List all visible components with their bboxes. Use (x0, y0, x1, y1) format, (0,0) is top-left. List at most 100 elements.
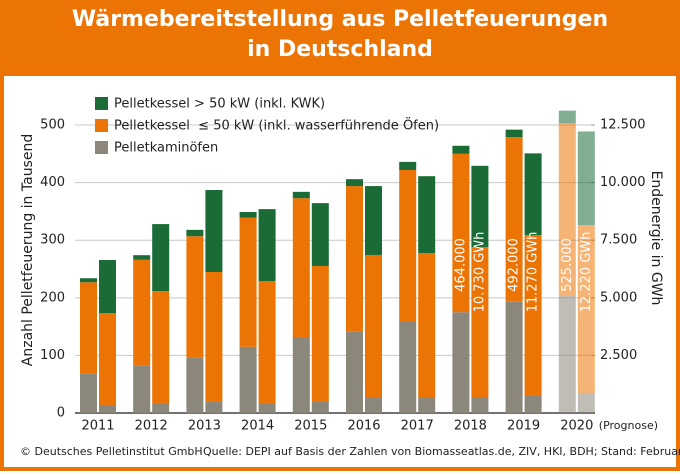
energy-bar-segment (577, 225, 595, 393)
energy-bar-segment (577, 392, 595, 413)
y2-tick-label: 7.500 (600, 233, 637, 248)
legend-swatch (95, 97, 108, 110)
y2-tick-label: 2.500 (600, 348, 637, 363)
energy-total-label: 11.270 GWh (526, 232, 541, 313)
count-bar-segment (239, 346, 257, 413)
count-bar-segment (346, 331, 363, 413)
y-axis-title: Anzahl Pelletfeuerung in Tausend (20, 134, 36, 366)
energy-bar-segment (471, 165, 489, 248)
energy-bar-segment (99, 404, 116, 413)
x-tick-label: 2020 (560, 419, 593, 434)
legend-label: Pelletkaminöfen (114, 141, 218, 156)
count-bar-segment (239, 212, 257, 218)
energy-bar-segment (152, 224, 170, 292)
y-tick-label: 200 (40, 290, 65, 305)
count-bar-segment (346, 179, 363, 187)
energy-bar-segment (311, 203, 329, 267)
count-bar-segment (186, 236, 204, 358)
count-bar-segment (399, 169, 417, 323)
count-bar-segment (133, 259, 151, 366)
count-total-label: 492.000 (507, 238, 522, 292)
count-bar-segment (186, 229, 204, 237)
energy-bar-segment (205, 401, 223, 413)
legend-swatch (95, 119, 108, 132)
energy-bar-segment (524, 153, 542, 236)
count-bar-segment (558, 296, 576, 413)
energy-bar-segment (205, 272, 223, 402)
count-total-label: 525.000 (560, 238, 575, 292)
energy-bar-segment (311, 266, 329, 402)
count-bar-segment (452, 312, 470, 413)
x-tick-label: 2012 (135, 419, 168, 434)
y-tick-label: 100 (40, 348, 65, 363)
count-bar-segment (452, 145, 470, 154)
count-bar-segment (186, 357, 204, 413)
energy-bar-segment (205, 190, 223, 273)
count-bar-segment (399, 161, 417, 170)
energy-bar-segment (471, 398, 489, 413)
energy-bar-segment (418, 253, 436, 399)
count-bar-segment (505, 129, 523, 138)
count-bar-segment (292, 198, 310, 337)
energy-bar-segment (577, 131, 595, 226)
x-tick-label: 2013 (188, 419, 221, 434)
x-tick-label: 2016 (347, 419, 380, 434)
y2-tick-label: 10.000 (600, 175, 646, 190)
x-tick-label: 2018 (454, 419, 487, 434)
count-bar-segment (505, 137, 523, 302)
chart-title-line2: in Deutschland (247, 37, 433, 62)
count-bar-segment (133, 255, 151, 260)
y-tick-label: 0 (57, 406, 65, 421)
y2-tick-label: 12.500 (600, 118, 646, 133)
energy-bar-segment (258, 280, 276, 404)
count-bar-segment (292, 336, 310, 413)
y2-tick-label: 5.000 (600, 290, 637, 305)
count-bar-segment (292, 191, 310, 199)
energy-bar-segment (99, 313, 116, 405)
y-tick-label: 400 (40, 175, 65, 190)
count-bar-segment (505, 301, 523, 413)
count-bar-segment (399, 322, 417, 413)
x-tick-label: 2015 (294, 419, 327, 434)
x-tick-label: 2011 (81, 419, 114, 434)
count-bar-segment (80, 282, 97, 374)
energy-bar-segment (365, 398, 382, 413)
legend-label: Pelletkessel ≤ 50 kW (inkl. wasserführen… (114, 117, 439, 134)
footer-source: Quelle: DEPI auf Basis der Zahlen von Bi… (203, 445, 680, 458)
energy-bar-segment (418, 398, 436, 413)
x-note: (Prognose) (599, 419, 658, 432)
energy-bar-segment (152, 291, 170, 404)
chart-title: Wärmebereitstellung aus Pelletfeuerungen (72, 7, 608, 32)
count-bar-segment (133, 365, 151, 413)
energy-bar-segment (258, 403, 276, 413)
count-total-label: 464.000 (453, 238, 468, 292)
energy-bar-segment (471, 247, 489, 399)
count-bar-segment (452, 153, 470, 313)
x-tick-label: 2017 (401, 419, 434, 434)
y-tick-label: 300 (40, 233, 65, 248)
x-tick-label: 2014 (241, 419, 274, 434)
energy-bar-segment (311, 401, 329, 413)
energy-bar-segment (524, 235, 542, 396)
energy-total-label: 10.730 GWh (472, 232, 487, 313)
energy-bar-segment (258, 209, 276, 281)
count-bar-segment (558, 123, 576, 297)
energy-bar-segment (365, 186, 382, 255)
y-tick-label: 500 (40, 118, 65, 133)
legend-swatch (95, 141, 108, 154)
energy-total-label: 12.220 GWh (579, 232, 594, 313)
count-bar-segment (80, 278, 97, 283)
y2-axis-title: Endenergie in GWh (648, 171, 664, 306)
footer-credit: © Deutsches Pelletinstitut GmbH (20, 445, 203, 458)
energy-bar-segment (99, 260, 116, 314)
x-tick-label: 2019 (507, 419, 540, 434)
energy-bar-segment (365, 254, 382, 399)
energy-bar-segment (152, 403, 170, 413)
energy-bar-segment (418, 176, 436, 254)
count-bar-segment (558, 110, 576, 124)
energy-bar-segment (524, 395, 542, 413)
count-bar-segment (346, 186, 363, 332)
legend-label: Pelletkessel > 50 kW (inkl. KWK) (114, 97, 325, 112)
count-bar-segment (239, 217, 257, 347)
